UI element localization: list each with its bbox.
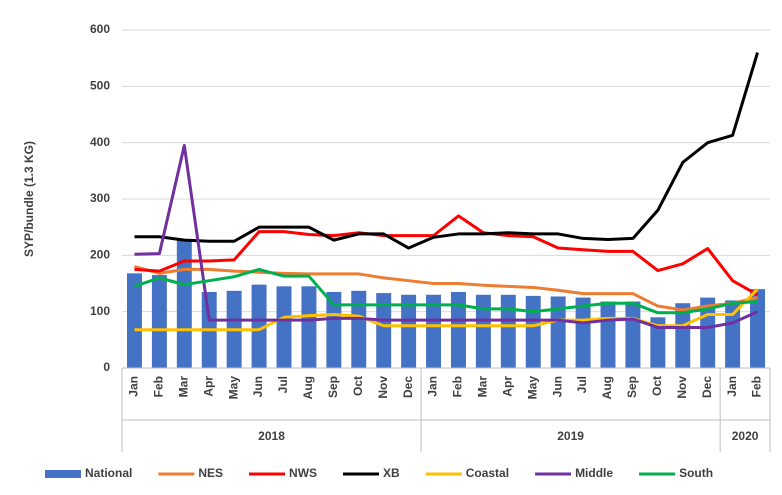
x-tick-label: Apr [500,376,514,397]
bar [376,293,392,368]
x-tick-label: Dec [700,376,714,398]
x-tick-label: Jul [575,376,589,393]
legend-swatch [45,470,81,478]
x-tick-label: Jun [251,376,265,397]
legend-label: Coastal [466,466,509,480]
y-tick-label: 300 [90,191,110,205]
bar [500,294,516,368]
x-tick-label: Aug [600,376,614,399]
x-tick-label: Aug [301,376,315,399]
x-tick-label: Sep [326,376,340,398]
x-tick-label: Jan [127,376,141,397]
line [133,267,758,315]
x-tick-label: Mar [476,376,490,398]
legend-label: South [679,466,713,480]
x-tick-label: May [226,376,240,400]
x-tick-label: Oct [650,376,664,396]
legend-label: National [85,466,132,480]
bar [675,303,691,368]
y-tick-label: 500 [90,79,110,93]
bar [475,294,491,368]
bar [650,317,666,368]
x-tick-label: May [525,376,539,400]
bar [276,286,292,368]
bar [176,239,192,368]
x-tick-label: Jul [276,376,290,393]
bar [525,295,541,368]
bar [450,291,466,368]
x-tick-label: Jan [426,376,440,397]
line [134,265,758,312]
x-tick-label: Feb [152,376,166,397]
bar [550,296,566,368]
bar [600,301,616,368]
y-tick-label: 100 [90,304,110,318]
bar [251,284,267,368]
group-label: 2019 [557,429,584,443]
legend-label: NES [198,466,223,480]
x-tick-label: Oct [351,376,365,396]
legend-label: NWS [289,466,317,480]
bar [301,286,317,368]
bar [426,294,442,368]
x-tick-label: Feb [451,376,465,397]
bar [151,275,167,368]
line [134,143,759,329]
bar [126,273,142,368]
bar [575,297,591,368]
x-tick-label: Dec [401,376,415,398]
y-tick-label: 400 [90,135,110,149]
bar [725,300,741,368]
x-tick-label: Apr [201,376,215,397]
y-tick-label: 600 [90,22,110,36]
group-label: 2020 [732,429,759,443]
bar [351,290,367,368]
bar [625,301,641,368]
x-tick-label: Jan [725,376,739,397]
bar [326,291,342,368]
bar [401,294,417,368]
x-tick-label: Jun [550,376,564,397]
x-tick-label: Feb [750,376,764,397]
y-tick-label: 0 [103,360,110,374]
line [134,52,759,250]
legend-label: XB [383,466,400,480]
legend-label: Middle [575,466,613,480]
x-tick-label: Mar [176,376,190,398]
line [134,214,759,297]
y-axis-label: SYP/bundle (1.3 KG) [22,141,36,257]
x-tick-label: Nov [675,376,689,399]
x-tick-label: Sep [625,376,639,398]
bar [750,289,766,368]
y-tick-label: 200 [90,248,110,262]
group-label: 2018 [258,429,285,443]
x-tick-label: Nov [376,376,390,399]
